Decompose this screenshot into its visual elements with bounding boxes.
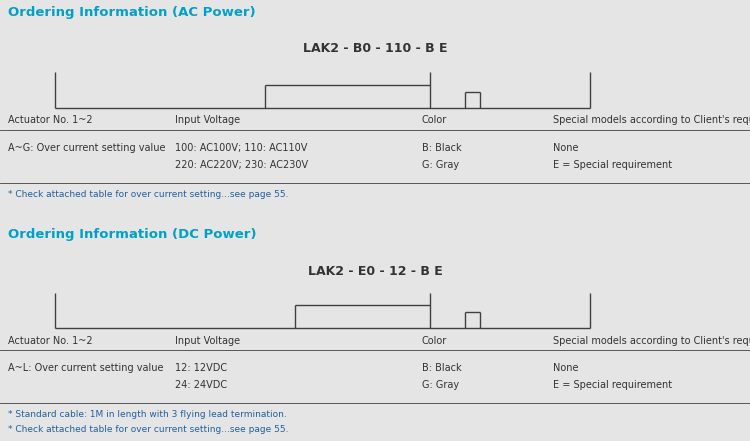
Text: 100: AC100V; 110: AC110V: 100: AC100V; 110: AC110V bbox=[175, 143, 308, 153]
Text: E = Special requirement: E = Special requirement bbox=[553, 380, 672, 390]
Text: Color: Color bbox=[422, 115, 447, 125]
Text: Input Voltage: Input Voltage bbox=[175, 115, 240, 125]
Text: Actuator No. 1~2: Actuator No. 1~2 bbox=[8, 336, 93, 346]
Text: None: None bbox=[553, 363, 578, 373]
Text: LAK2 - E0 - 12 - B E: LAK2 - E0 - 12 - B E bbox=[308, 265, 442, 278]
Text: * Check attached table for over current setting...see page 55.: * Check attached table for over current … bbox=[8, 190, 289, 199]
Text: Actuator No. 1~2: Actuator No. 1~2 bbox=[8, 115, 93, 125]
Text: B: Black: B: Black bbox=[422, 143, 461, 153]
Text: A~G: Over current setting value: A~G: Over current setting value bbox=[8, 143, 166, 153]
Text: Special models according to Client's requirement: Special models according to Client's req… bbox=[553, 115, 750, 125]
Text: LAK2 - B0 - 110 - B E: LAK2 - B0 - 110 - B E bbox=[303, 42, 447, 55]
Text: G: Gray: G: Gray bbox=[422, 380, 459, 390]
Text: Input Voltage: Input Voltage bbox=[175, 336, 240, 346]
Text: 220: AC220V; 230: AC230V: 220: AC220V; 230: AC230V bbox=[175, 160, 308, 170]
Text: Ordering Information (AC Power): Ordering Information (AC Power) bbox=[8, 6, 256, 19]
Text: Special models according to Client's requirement: Special models according to Client's req… bbox=[553, 336, 750, 346]
Text: B: Black: B: Black bbox=[422, 363, 461, 373]
Text: E = Special requirement: E = Special requirement bbox=[553, 160, 672, 170]
Text: 12: 12VDC: 12: 12VDC bbox=[175, 363, 227, 373]
Text: * Standard cable: 1M in length with 3 flying lead termination.: * Standard cable: 1M in length with 3 fl… bbox=[8, 410, 286, 419]
Text: Color: Color bbox=[422, 336, 447, 346]
Text: Ordering Information (DC Power): Ordering Information (DC Power) bbox=[8, 228, 256, 241]
Text: A~L: Over current setting value: A~L: Over current setting value bbox=[8, 363, 164, 373]
Text: G: Gray: G: Gray bbox=[422, 160, 459, 170]
Text: None: None bbox=[553, 143, 578, 153]
Text: * Check attached table for over current setting...see page 55.: * Check attached table for over current … bbox=[8, 425, 289, 434]
Text: 24: 24VDC: 24: 24VDC bbox=[175, 380, 227, 390]
